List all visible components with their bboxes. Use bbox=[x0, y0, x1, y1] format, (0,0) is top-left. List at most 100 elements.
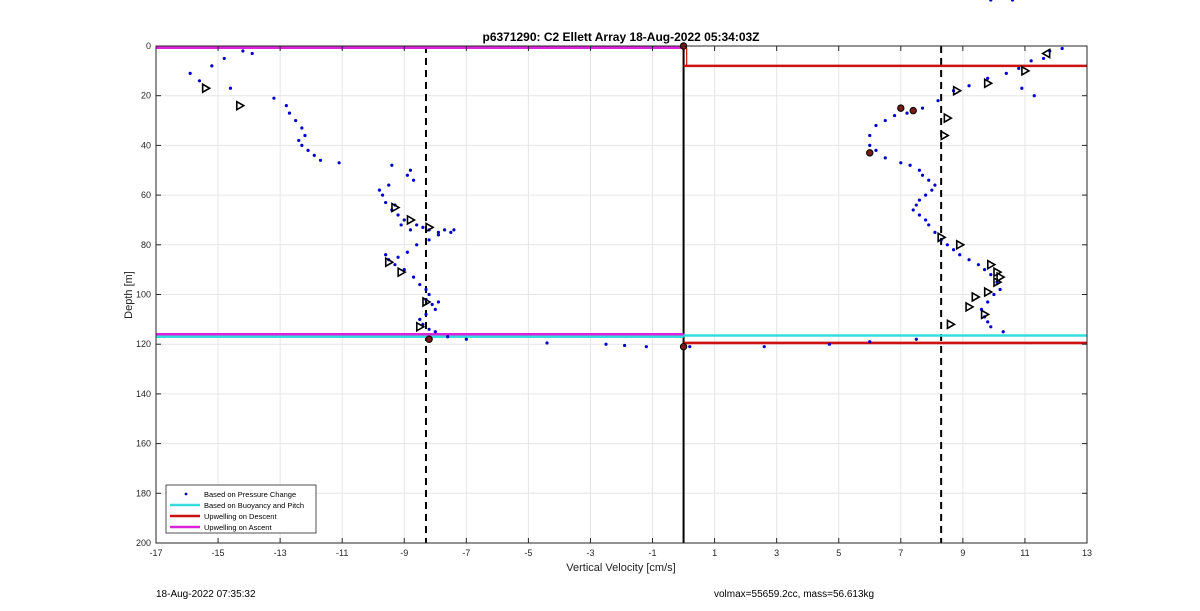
y-tick-label: 140 bbox=[136, 389, 151, 399]
pressure-point bbox=[436, 233, 441, 237]
chart-title: p6371290: C2 Ellett Array 18-Aug-2022 05… bbox=[482, 30, 759, 44]
pressure-point bbox=[986, 320, 990, 324]
triangle-marker bbox=[940, 130, 950, 141]
pressure-point bbox=[421, 225, 425, 230]
triangle-marker bbox=[983, 286, 994, 298]
pressure-point bbox=[989, 325, 993, 329]
pressure-point bbox=[197, 79, 202, 83]
pressure-point bbox=[250, 51, 254, 56]
pressure-point bbox=[908, 163, 912, 167]
pressure-point bbox=[337, 161, 341, 165]
pressure-point bbox=[958, 253, 962, 257]
pressure-point bbox=[402, 218, 406, 222]
pressure-point bbox=[464, 337, 468, 341]
triangle-marker bbox=[980, 309, 991, 320]
x-tick-label: -3 bbox=[586, 548, 594, 558]
legend: Based on Pressure Change Based on Buoyan… bbox=[165, 484, 317, 534]
pressure-point bbox=[868, 340, 872, 344]
reference-lines bbox=[424, 46, 943, 543]
pressure-point bbox=[433, 307, 437, 312]
pressure-point bbox=[827, 342, 832, 346]
pressure-point bbox=[762, 345, 766, 349]
legend-box bbox=[165, 484, 317, 534]
x-tick-label: -1 bbox=[649, 548, 657, 558]
pressure-point bbox=[446, 335, 450, 339]
pressure-point bbox=[945, 243, 949, 247]
series-layer bbox=[156, 46, 1087, 345]
pressure-point bbox=[868, 133, 872, 138]
pressure-point bbox=[989, 273, 993, 277]
pressure-point bbox=[430, 302, 434, 307]
pressure-point bbox=[930, 188, 934, 192]
pressure-point bbox=[1029, 59, 1033, 63]
pressure-point bbox=[917, 168, 922, 172]
triangle-marker bbox=[952, 85, 963, 97]
pressure-point bbox=[989, 0, 993, 2]
triangle-marker bbox=[422, 296, 432, 308]
pressure-point bbox=[427, 327, 431, 331]
triangle-marker bbox=[965, 301, 975, 313]
legend-swatch-pressure bbox=[184, 492, 188, 496]
y-tick-label: 0 bbox=[146, 41, 151, 51]
pressure-point bbox=[300, 143, 304, 147]
pressure-point bbox=[411, 178, 416, 182]
pressure-point bbox=[210, 64, 214, 68]
pressure-point bbox=[986, 76, 990, 80]
pressure-point bbox=[883, 118, 887, 123]
pressure-point bbox=[604, 342, 608, 346]
legend-label-descent: Upwelling on Descent bbox=[204, 512, 277, 521]
triangle-marker bbox=[983, 77, 994, 89]
pressure-point bbox=[874, 123, 878, 128]
filled-marker bbox=[866, 149, 874, 157]
pressure-point bbox=[951, 248, 956, 252]
pressure-point bbox=[284, 104, 288, 108]
pressure-point bbox=[1010, 0, 1015, 2]
pressure-point bbox=[1041, 56, 1046, 61]
pressure-point bbox=[306, 148, 310, 152]
filled-marker bbox=[909, 106, 917, 115]
filled-marker bbox=[679, 342, 688, 351]
pressure-point bbox=[992, 292, 996, 297]
pressure-point bbox=[1060, 46, 1064, 51]
pressure-point bbox=[917, 198, 922, 202]
pressure-point bbox=[899, 161, 903, 165]
pressure-point bbox=[933, 230, 937, 234]
pressure-point bbox=[986, 300, 990, 304]
pressure-point bbox=[905, 111, 909, 115]
pressure-point bbox=[384, 253, 388, 257]
y-tick-label: 100 bbox=[136, 290, 151, 300]
x-axis-label: Vertical Velocity [cm/s] bbox=[566, 562, 675, 574]
filled-marker bbox=[897, 104, 905, 112]
triangle-marker bbox=[425, 222, 435, 233]
x-tick-label: 13 bbox=[1082, 548, 1092, 558]
pressure-point bbox=[384, 200, 388, 205]
x-tick-label: -17 bbox=[149, 548, 162, 558]
triangle-marker bbox=[201, 82, 212, 94]
pressure-point bbox=[927, 178, 931, 182]
y-tick-label: 180 bbox=[136, 488, 151, 498]
pressure-point bbox=[920, 173, 925, 177]
footer-volmax-mass: volmax=55659.2cc, mass=56.613kg bbox=[714, 589, 875, 600]
pressure-point bbox=[545, 341, 549, 345]
pressure-point bbox=[874, 148, 878, 152]
pressure-point bbox=[405, 173, 409, 177]
filled-marker bbox=[425, 335, 433, 343]
pressure-point bbox=[393, 263, 397, 267]
pressure-point bbox=[436, 300, 441, 304]
y-tick-label: 20 bbox=[141, 91, 151, 101]
pressure-point bbox=[387, 183, 391, 187]
pressure-point bbox=[449, 230, 453, 234]
pressure-point bbox=[920, 106, 925, 110]
triangle-marker bbox=[397, 266, 407, 278]
footer-timestamp: 18-Aug-2022 07:35:32 bbox=[156, 589, 256, 600]
y-tick-label: 200 bbox=[136, 538, 151, 548]
pressure-point bbox=[967, 258, 971, 262]
pressure-point bbox=[436, 230, 441, 234]
y-tick-label: 160 bbox=[136, 439, 151, 449]
triangle-marker bbox=[391, 202, 401, 213]
triangle-marker bbox=[996, 271, 1006, 283]
pressure-point bbox=[380, 193, 385, 197]
pressure-point bbox=[914, 203, 918, 207]
tick-layer: -17 -15 -13 -11 -9 -7 -5 -3 -1 1 3 5 7 9 11 13020406080… bbox=[136, 41, 1092, 558]
